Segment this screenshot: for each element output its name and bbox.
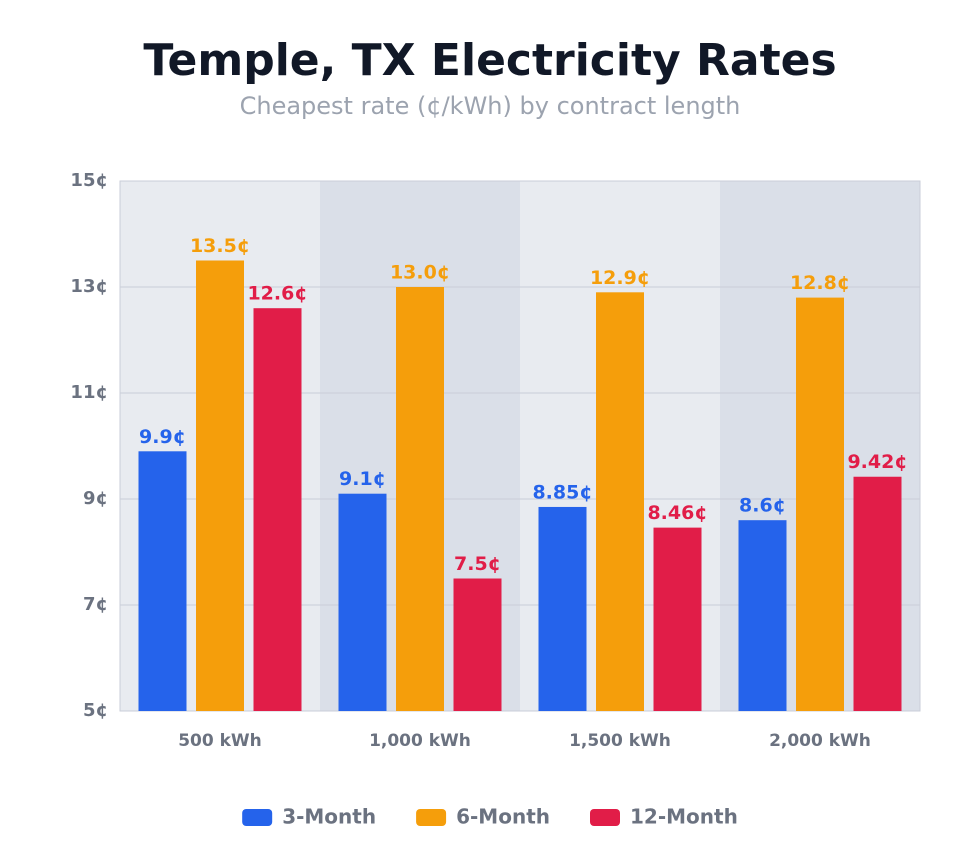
legend-swatch [590, 809, 620, 826]
bar [396, 287, 444, 711]
bar [253, 308, 302, 711]
data-label: 8.6¢ [739, 495, 786, 517]
legend-label: 6-Month [456, 805, 550, 829]
bar [796, 297, 844, 711]
y-tick-label: 13¢ [70, 276, 108, 297]
legend-swatch [242, 809, 273, 826]
legend-swatch [416, 809, 447, 826]
bar [653, 527, 702, 711]
y-tick-label: 11¢ [70, 382, 108, 403]
bar [338, 493, 387, 711]
x-tick-label: 1,500 kWh [569, 731, 671, 751]
data-label: 13.0¢ [390, 262, 450, 284]
data-label: 12.9¢ [590, 267, 650, 289]
data-label: 8.46¢ [647, 502, 707, 524]
data-label: 12.6¢ [247, 283, 307, 305]
y-tick-label: 7¢ [83, 594, 108, 615]
legend-label: 3-Month [282, 805, 376, 829]
data-label: 9.42¢ [847, 451, 907, 473]
chart-subtitle: Cheapest rate (¢/kWh) by contract length [240, 92, 741, 120]
x-tick-label: 1,000 kWh [369, 731, 471, 751]
y-tick-label: 5¢ [83, 700, 108, 721]
data-label: 13.5¢ [190, 235, 250, 257]
bar [196, 260, 244, 711]
bar [738, 520, 787, 711]
bar [138, 451, 187, 711]
plot-border [119, 180, 921, 712]
data-label: 8.85¢ [532, 481, 592, 503]
bar [538, 506, 587, 711]
y-tick-label: 9¢ [83, 488, 108, 509]
legend-label: 12-Month [630, 805, 738, 829]
x-tick-label: 500 kWh [178, 731, 262, 751]
y-tick-label: 15¢ [70, 170, 108, 191]
data-label: 12.8¢ [790, 272, 850, 294]
data-label: 9.1¢ [339, 468, 386, 490]
x-tick-label: 2,000 kWh [769, 731, 871, 751]
bar [596, 292, 644, 711]
data-label: 7.5¢ [454, 553, 501, 575]
chart-title: Temple, TX Electricity Rates [143, 35, 836, 86]
bar [853, 476, 902, 711]
data-label: 9.9¢ [139, 426, 186, 448]
bar [453, 578, 502, 711]
